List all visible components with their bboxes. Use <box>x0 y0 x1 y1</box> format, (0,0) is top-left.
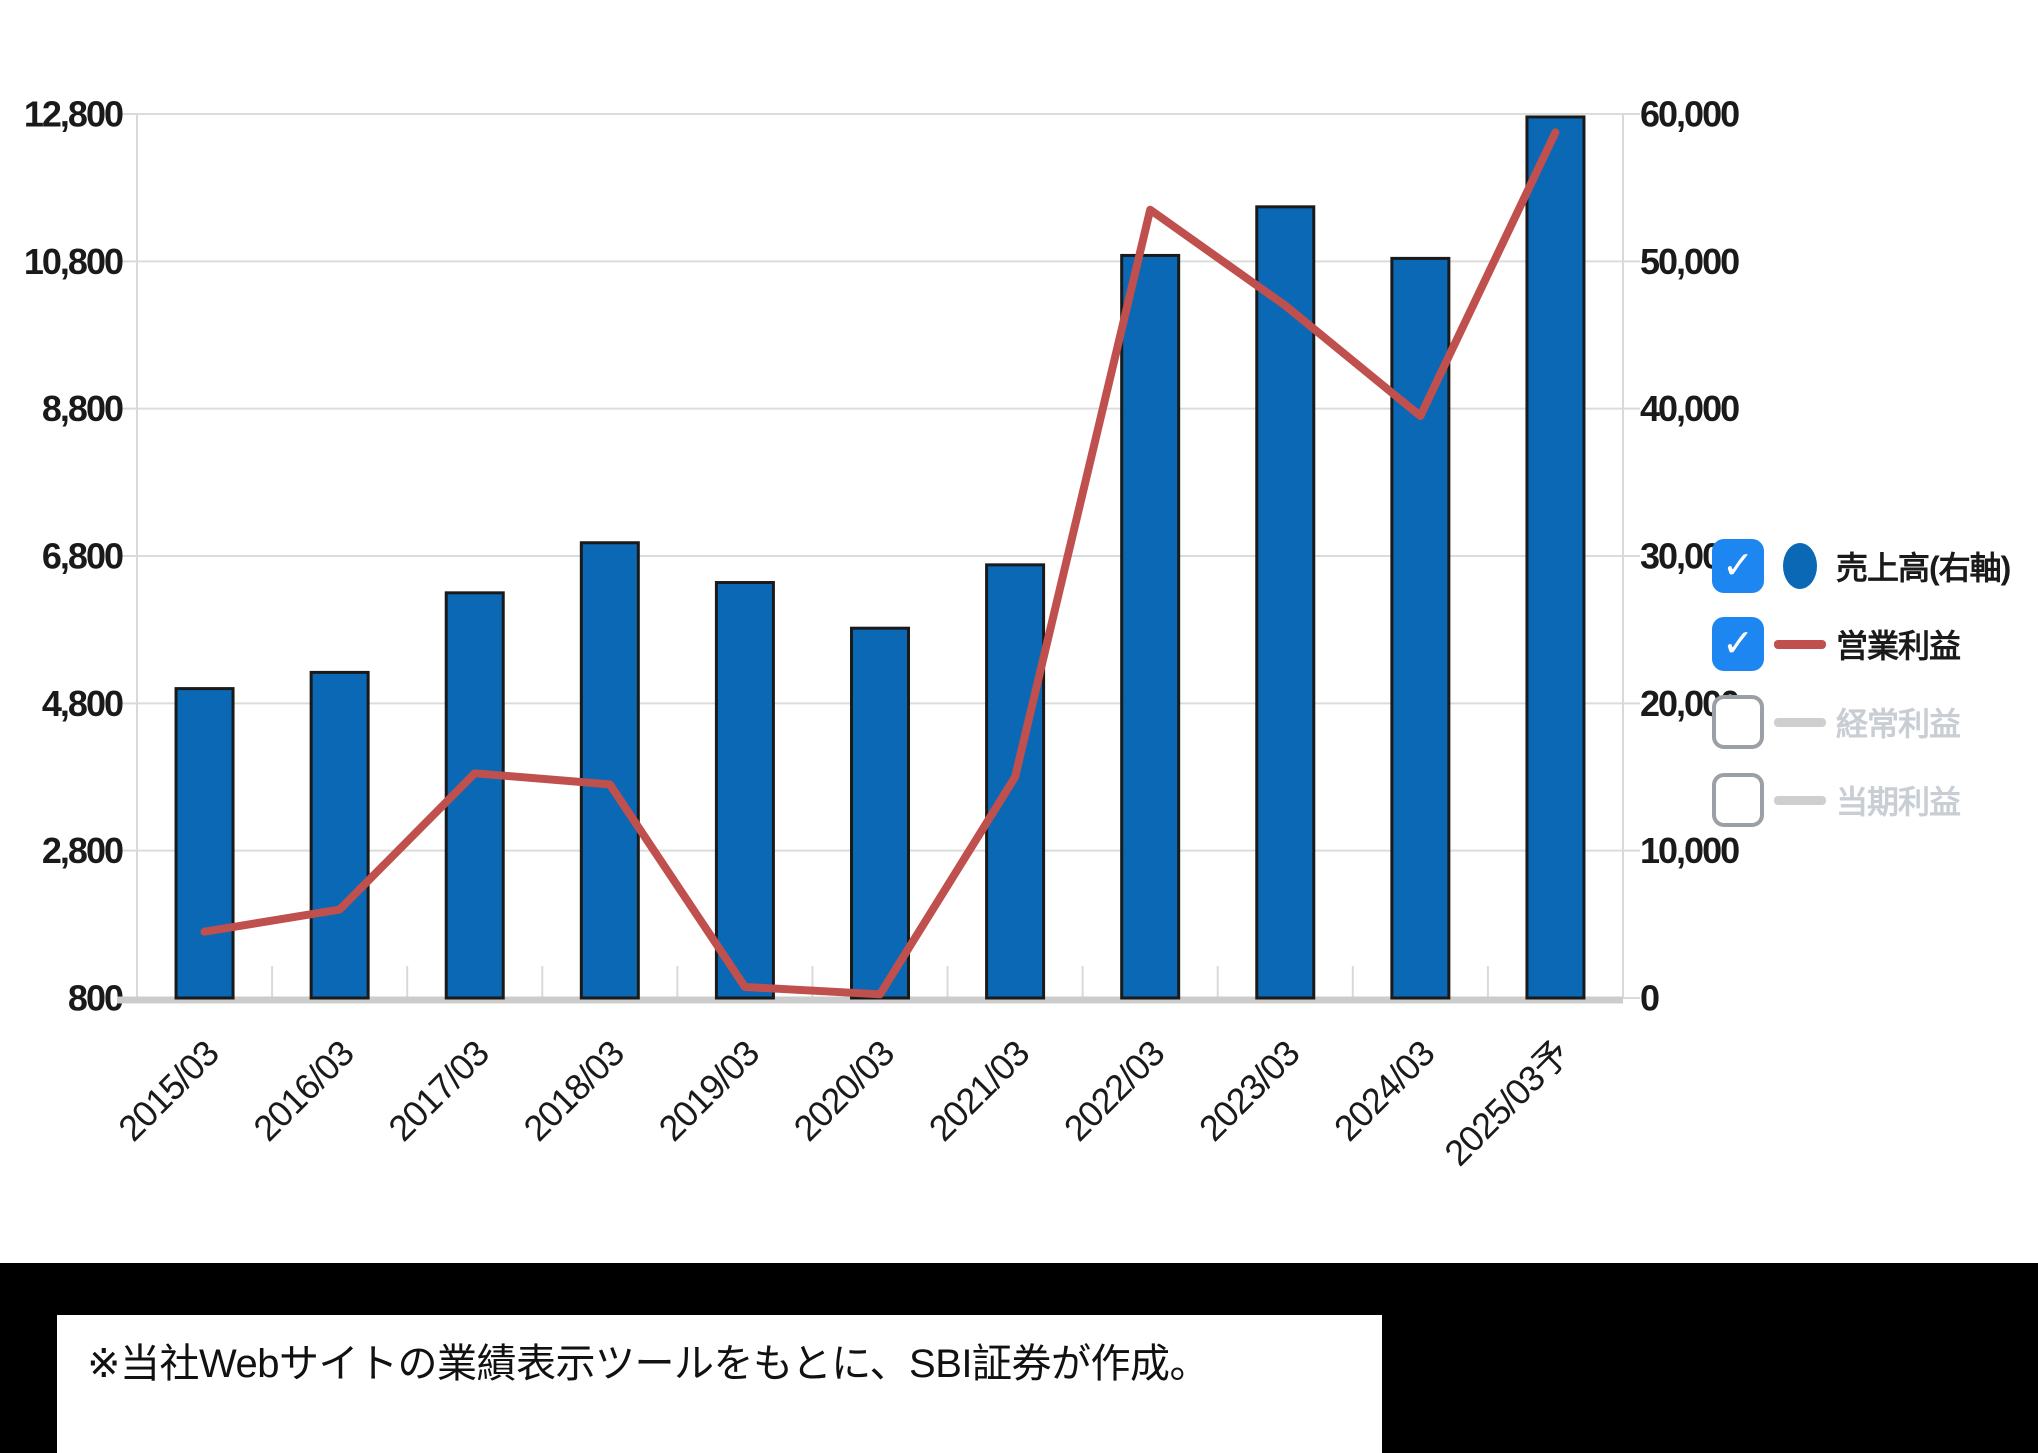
source-note: ※当社Webサイトの業績表示ツールをもとに、SBI証券が作成。 <box>87 1342 1210 1386</box>
x-axis-category-label: 2023/03 <box>1191 1033 1307 1149</box>
revenue-bar <box>309 670 370 1000</box>
x-axis-category-label: 2022/03 <box>1056 1033 1172 1149</box>
revenue-bar <box>174 687 235 1000</box>
x-axis-category-label: 2015/03 <box>110 1033 226 1149</box>
revenue-bar <box>714 581 775 1000</box>
legend-checkbox-ordinary-profit[interactable] <box>1712 695 1764 749</box>
left-axis-label: 800 <box>68 978 123 1019</box>
line-marker-icon <box>1774 717 1826 727</box>
revenue-bar <box>1120 253 1181 1000</box>
right-axis-label: 40,000 <box>1640 388 1739 429</box>
check-icon: ✓ <box>1722 623 1754 665</box>
right-axis-label: 10,000 <box>1640 830 1739 871</box>
circle-marker-icon <box>1783 543 1817 589</box>
check-icon: ✓ <box>1722 545 1754 587</box>
operating-profit-line <box>200 128 1560 999</box>
legend-checkbox-net-profit[interactable] <box>1712 773 1764 827</box>
revenue-series-marker <box>1772 539 1828 593</box>
legend-label-operating-profit: 営業利益 <box>1836 628 1961 664</box>
x-axis-category-label: 2020/03 <box>786 1033 902 1149</box>
right-axis-label: 0 <box>1640 978 1659 1019</box>
x-axis-category-label: 2025/03予 <box>1436 1033 1577 1174</box>
legend-item-revenue[interactable]: ✓ 売上高(右軸) <box>1712 539 2011 593</box>
left-axis-label: 8,800 <box>42 388 123 429</box>
operating-profit-series-marker <box>1772 617 1828 671</box>
x-axis-category-label: 2018/03 <box>515 1033 631 1149</box>
left-axis-label: 10,800 <box>24 241 123 282</box>
legend-label-net-profit: 当期利益 <box>1836 784 1961 820</box>
revenue-bar <box>850 626 910 1000</box>
x-axis-category-label: 2024/03 <box>1326 1033 1442 1149</box>
source-note-box: ※当社Webサイトの業績表示ツールをもとに、SBI証券が作成。 <box>57 1315 1382 1453</box>
left-axis-label: 4,800 <box>42 683 123 724</box>
legend-label-revenue: 売上高(右軸) <box>1836 550 2011 586</box>
line-marker-icon <box>1774 639 1826 649</box>
x-axis-category-label: 2017/03 <box>380 1033 496 1149</box>
legend-item-operating-profit[interactable]: ✓ 営業利益 <box>1712 617 2010 671</box>
x-axis-category-label: 2021/03 <box>921 1033 1037 1149</box>
legend-item-ordinary-profit[interactable]: 経常利益 <box>1712 695 2010 749</box>
line-marker-icon <box>1774 795 1826 805</box>
revenue-bar <box>579 541 640 1000</box>
legend-item-net-profit[interactable]: 当期利益 <box>1712 773 2010 827</box>
chart-legend: ✓ 売上高(右軸) ✓ 営業利益 経常利益 当期利益 <box>1712 539 2011 827</box>
ordinary-profit-series-marker <box>1772 695 1828 749</box>
legend-checkbox-revenue[interactable]: ✓ <box>1712 539 1764 593</box>
right-axis-label: 60,000 <box>1640 94 1739 135</box>
revenue-bar <box>1525 115 1586 1000</box>
legend-checkbox-operating-profit[interactable]: ✓ <box>1712 617 1764 671</box>
x-axis-category-label: 2019/03 <box>651 1033 767 1149</box>
legend-label-ordinary-profit: 経常利益 <box>1836 706 1961 742</box>
revenue-bar <box>1255 205 1316 1000</box>
left-axis-label: 6,800 <box>42 536 123 577</box>
x-axis-category-label: 2016/03 <box>245 1033 361 1149</box>
left-axis-label: 12,800 <box>24 94 123 135</box>
right-axis-label: 50,000 <box>1640 241 1739 282</box>
footer-band: ※当社Webサイトの業績表示ツールをもとに、SBI証券が作成。 <box>0 1263 2038 1453</box>
net-profit-series-marker <box>1772 773 1828 827</box>
left-axis-label: 2,800 <box>42 830 123 871</box>
